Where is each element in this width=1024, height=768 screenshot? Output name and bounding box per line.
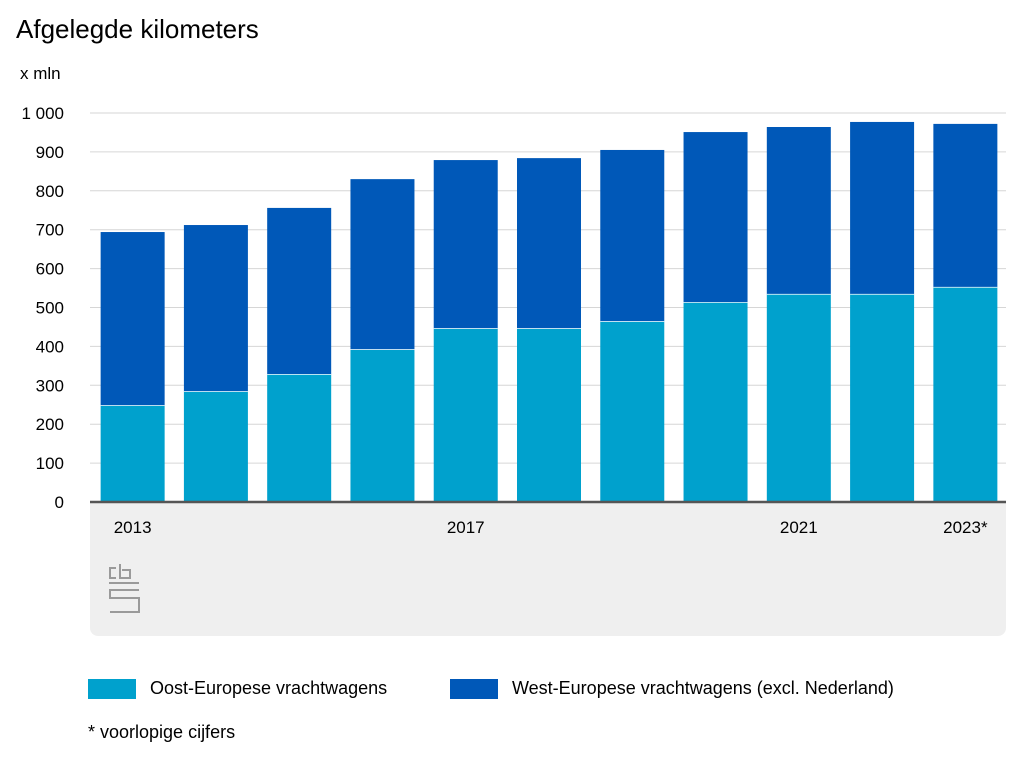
footnote: * voorlopige cijfers	[88, 722, 236, 742]
bar-west-2020	[683, 132, 748, 303]
legend-swatch	[450, 678, 498, 699]
y-tick-label: 400	[36, 337, 64, 356]
chart-title: Afgelegde kilometers	[16, 14, 259, 44]
cbs-logo-icon	[109, 564, 140, 613]
bar-west-2018	[517, 158, 581, 329]
bar-oost-2021	[766, 293, 831, 502]
bar-oost-2022	[850, 293, 915, 502]
bar-oost-2020	[683, 302, 748, 502]
bar-oost-2015	[267, 374, 332, 502]
bar-oost-2018	[517, 328, 581, 502]
bar-west-2013	[100, 232, 165, 406]
bar-west-2014	[183, 225, 248, 392]
y-tick-label: 600	[36, 260, 64, 279]
bar-west-2015	[267, 207, 332, 375]
bar-west-2017	[433, 160, 498, 329]
x-tick-label: 2017	[447, 518, 485, 537]
y-tick-label: 300	[36, 376, 64, 395]
bar-oost-2017	[433, 328, 498, 502]
bar-oost-2016	[350, 349, 415, 502]
bar-oost-2019	[600, 321, 665, 502]
legend-label: Oost-Europese vrachtwagens	[150, 678, 388, 698]
bar-west-2019	[600, 149, 665, 322]
legend-label: West-Europese vrachtwagens (excl. Nederl…	[512, 678, 894, 698]
bar-oost-2023*	[933, 286, 998, 502]
y-tick-label: 900	[36, 143, 64, 162]
legend-item-oost[interactable]: Oost-Europese vrachtwagens	[88, 678, 387, 699]
bar-oost-2013	[100, 405, 165, 502]
bar-oost-2014	[183, 391, 248, 502]
y-tick-label: 0	[55, 493, 64, 512]
x-axis-panel	[90, 502, 1006, 636]
y-tick-label: 1 000	[21, 104, 64, 123]
y-tick-label: 500	[36, 299, 64, 318]
y-tick-label: 200	[36, 415, 64, 434]
x-tick-label: 2013	[114, 518, 152, 537]
legend-item-west[interactable]: West-Europese vrachtwagens (excl. Nederl…	[450, 678, 894, 699]
bar-west-2016	[350, 179, 415, 350]
y-tick-label: 700	[36, 221, 64, 240]
bar-west-2023*	[933, 123, 998, 287]
x-tick-label: 2021	[780, 518, 818, 537]
legend-swatch	[88, 678, 136, 699]
x-tick-label: 2023*	[943, 518, 988, 537]
bar-west-2022	[850, 121, 915, 294]
bar-west-2021	[766, 127, 831, 294]
y-tick-label: 800	[36, 182, 64, 201]
y-tick-label: 100	[36, 454, 64, 473]
y-axis-label: x mln	[20, 64, 61, 83]
